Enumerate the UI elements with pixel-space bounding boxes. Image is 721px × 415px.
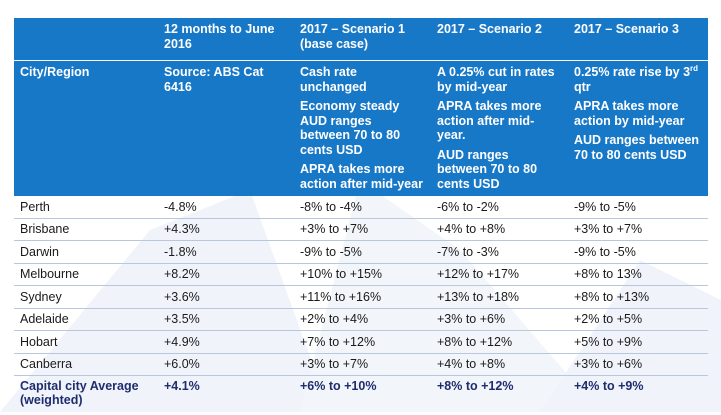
city-cell: Perth [14, 196, 158, 218]
city-cell: Adelaide [14, 308, 158, 331]
scenario-2-cell: +4% to +8% [431, 218, 568, 241]
scenario-3-assumptions: 0.25% rate rise by 3rd qtr APRA takes mo… [568, 61, 708, 197]
table-row: Melbourne +8.2% +10% to +15% +12% to +17… [14, 263, 708, 286]
change-cell: +6.0% [158, 353, 294, 376]
average-row: Capital city Average (weighted) +4.1% +6… [14, 376, 708, 415]
header-scenario-3: 2017 – Scenario 3 [568, 18, 708, 61]
scenario-3-cell: +2% to +5% [568, 308, 708, 331]
scenario-2-cell: +4% to +8% [431, 353, 568, 376]
scenario-2-cell: +12% to +17% [431, 263, 568, 286]
scenario-1-cell: +2% to +4% [294, 308, 431, 331]
change-cell: -1.8% [158, 241, 294, 264]
scenario-2-cell: +8% to +12% [431, 331, 568, 354]
table-row: Sydney +3.6% +11% to +16% +13% to +18% +… [14, 286, 708, 309]
table-row: Adelaide +3.5% +2% to +4% +3% to +6% +2%… [14, 308, 708, 331]
scenario-3-cell: +3% to +7% [568, 218, 708, 241]
scenario-2-cell: -6% to -2% [431, 196, 568, 218]
scenario-1-cell: +3% to +7% [294, 218, 431, 241]
average-scenario-3: +4% to +9% [568, 376, 708, 415]
city-cell: Canberra [14, 353, 158, 376]
city-cell: Hobart [14, 331, 158, 354]
scenario-1-cell: +3% to +7% [294, 353, 431, 376]
s1-assumption: Economy steady [300, 99, 425, 114]
city-cell: Melbourne [14, 263, 158, 286]
scenario-3-cell: +8% to +13% [568, 286, 708, 309]
scenario-2-cell: +3% to +6% [431, 308, 568, 331]
average-change: +4.1% [158, 376, 294, 415]
scenario-1-cell: -9% to -5% [294, 241, 431, 264]
change-cell: +4.3% [158, 218, 294, 241]
s3-assumption: APRA takes more action by mid-year [574, 99, 702, 128]
s3-assumption-rate: 0.25% rate rise by 3rd qtr [574, 65, 702, 94]
forecast-table: 12 months to June 2016 2017 – Scenario 1… [14, 18, 708, 415]
scenario-3-cell: +5% to +9% [568, 331, 708, 354]
scenario-1-cell: -8% to -4% [294, 196, 431, 218]
change-cell: +3.5% [158, 308, 294, 331]
s3-assumption: AUD ranges between 70 to 80 cents USD [574, 133, 702, 162]
average-label: Capital city Average (weighted) [14, 376, 158, 415]
s2-assumption: A 0.25% cut in rates by mid-year [437, 65, 562, 94]
table-row: Brisbane +4.3% +3% to +7% +4% to +8% +3%… [14, 218, 708, 241]
scenario-1-cell: +11% to +16% [294, 286, 431, 309]
scenario-2-assumptions: A 0.25% cut in rates by mid-year APRA ta… [431, 61, 568, 197]
s1-assumption: APRA takes more action after mid-year [300, 162, 425, 191]
table-row: Hobart +4.9% +7% to +12% +8% to +12% +5%… [14, 331, 708, 354]
header-scenario-2: 2017 – Scenario 2 [431, 18, 568, 61]
header-12-months: 12 months to June 2016 [158, 18, 294, 61]
scenario-3-cell: -9% to -5% [568, 241, 708, 264]
header-city-region: City/Region [14, 61, 158, 197]
scenario-1-cell: +7% to +12% [294, 331, 431, 354]
scenario-3-cell: +8% to 13% [568, 263, 708, 286]
city-cell: Brisbane [14, 218, 158, 241]
scenario-2-cell: -7% to -3% [431, 241, 568, 264]
s1-assumption: Cash rate unchanged [300, 65, 425, 94]
change-cell: +8.2% [158, 263, 294, 286]
header-source: Source: ABS Cat 6416 [158, 61, 294, 197]
scenario-2-cell: +13% to +18% [431, 286, 568, 309]
table-row: Perth -4.8% -8% to -4% -6% to -2% -9% to… [14, 196, 708, 218]
change-cell: +4.9% [158, 331, 294, 354]
table-row: Canberra +6.0% +3% to +7% +4% to +8% +3%… [14, 353, 708, 376]
header-empty-cell [14, 18, 158, 61]
s2-assumption: AUD ranges between 70 to 80 cents USD [437, 148, 562, 192]
table-row: Darwin -1.8% -9% to -5% -7% to -3% -9% t… [14, 241, 708, 264]
s1-assumption: AUD ranges between 70 to 80 cents USD [300, 114, 425, 158]
change-cell: -4.8% [158, 196, 294, 218]
header-row-assumptions: City/Region Source: ABS Cat 6416 Cash ra… [14, 61, 708, 197]
city-cell: Sydney [14, 286, 158, 309]
header-scenario-1: 2017 – Scenario 1 (base case) [294, 18, 431, 61]
scenario-1-assumptions: Cash rate unchanged Economy steady AUD r… [294, 61, 431, 197]
s2-assumption: APRA takes more action after mid-year. [437, 99, 562, 143]
scenario-1-cell: +10% to +15% [294, 263, 431, 286]
change-cell: +3.6% [158, 286, 294, 309]
average-scenario-1: +6% to +10% [294, 376, 431, 415]
scenario-3-cell: -9% to -5% [568, 196, 708, 218]
scenario-3-cell: +3% to +6% [568, 353, 708, 376]
city-cell: Darwin [14, 241, 158, 264]
header-row-periods: 12 months to June 2016 2017 – Scenario 1… [14, 18, 708, 61]
average-scenario-2: +8% to +12% [431, 376, 568, 415]
